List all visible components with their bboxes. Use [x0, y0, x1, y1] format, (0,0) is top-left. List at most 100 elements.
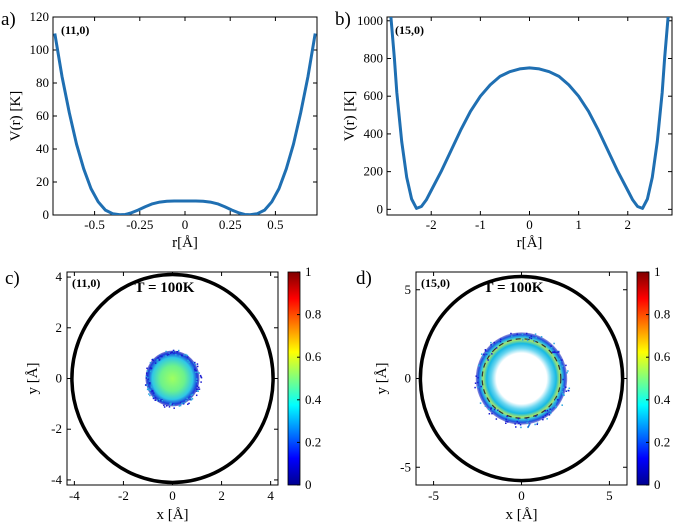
- density-speckle: [554, 403, 556, 406]
- density-speckle: [567, 389, 570, 392]
- y-tick-label: 120: [30, 9, 50, 24]
- density-speckle: [172, 349, 175, 352]
- density-speckle: [151, 389, 154, 392]
- colorbar-tick-label: 0: [305, 477, 312, 492]
- density-speckle: [190, 394, 193, 397]
- density-speckle: [168, 406, 171, 408]
- density-speckle: [530, 337, 533, 340]
- density-speckle: [185, 400, 187, 402]
- density-speckle: [171, 351, 174, 353]
- density-speckle: [544, 414, 547, 417]
- density-speckle: [181, 402, 184, 405]
- density-speckle: [534, 333, 537, 335]
- density-speckle: [195, 378, 198, 380]
- y-tick-label: 400: [364, 126, 384, 141]
- panel-2: -4 -2 0 2 4 4 2 0 -2 -4 (11,0) T = 100K c) x [Å] y [Å]…: [5, 264, 322, 523]
- y-tick-label: 2: [56, 320, 63, 335]
- density-speckle: [158, 399, 161, 401]
- density-speckle: [562, 386, 565, 389]
- density-speckle: [180, 401, 182, 404]
- density-speckle: [540, 336, 543, 338]
- density-speckle: [152, 397, 155, 400]
- density-speckle: [546, 409, 549, 412]
- density-speckle: [146, 384, 149, 386]
- density-speckle: [479, 402, 482, 404]
- density-speckle: [148, 393, 150, 395]
- density-speckle: [510, 332, 512, 335]
- tube-wall-circle: [70, 272, 275, 485]
- density-speckle: [511, 335, 513, 337]
- density-speckle: [490, 407, 492, 409]
- density-speckle: [149, 361, 152, 364]
- colorbar: [636, 271, 650, 486]
- colorbar-tick-label: 1: [654, 264, 661, 279]
- density-speckle: [197, 388, 199, 390]
- density-speckle: [154, 362, 157, 364]
- panel-label: a): [1, 9, 16, 30]
- density-speckle: [152, 390, 154, 393]
- density-speckle: [146, 377, 149, 379]
- density-speckle: [154, 399, 157, 401]
- colorbar-tick-label: 1: [305, 264, 312, 279]
- density-speckle: [198, 372, 201, 374]
- density-speckle: [557, 360, 559, 362]
- density-speckle: [198, 386, 200, 389]
- density-speckle: [148, 388, 150, 391]
- density-speckle: [196, 371, 199, 373]
- density-speckle: [475, 375, 477, 377]
- density-speckle: [554, 405, 557, 408]
- density-speckle: [186, 356, 189, 358]
- density-speckle: [549, 408, 551, 410]
- y-tick-label: 0: [43, 207, 50, 222]
- density-speckle: [165, 405, 168, 407]
- density-speckle: [181, 402, 183, 405]
- density-speckle: [200, 381, 202, 383]
- colorbar-tick-label: 0.4: [305, 392, 322, 407]
- density-speckle: [200, 376, 203, 379]
- density-speckle: [195, 390, 198, 392]
- colorbar-tick-label: 0.8: [305, 307, 321, 322]
- density-speckle: [552, 351, 554, 353]
- density-speckle: [177, 349, 180, 352]
- density-speckle: [149, 381, 151, 384]
- density-speckle: [525, 332, 528, 335]
- colorbar: [287, 271, 301, 486]
- density-speckle: [150, 390, 152, 392]
- density-speckle: [178, 405, 181, 407]
- density-speckle: [484, 349, 487, 351]
- density-speckle: [146, 367, 148, 370]
- density-speckle: [527, 419, 529, 422]
- density-speckle: [188, 402, 190, 405]
- x-tick-label: 0: [518, 488, 525, 503]
- density-speckle: [499, 338, 502, 341]
- density-speckle: [559, 360, 562, 363]
- density-speckle: [196, 365, 199, 368]
- density-speckle: [194, 369, 197, 372]
- density-speckle: [191, 398, 194, 400]
- temperature-label: T = 100K: [135, 280, 195, 296]
- panel-label: d): [356, 268, 372, 289]
- density-speckle: [566, 371, 568, 374]
- y-tick-label: 0: [377, 201, 384, 216]
- density-speckle: [145, 375, 148, 378]
- density-speckle: [525, 418, 527, 421]
- y-tick-label: -2: [51, 421, 62, 436]
- density-speckle: [163, 404, 165, 407]
- x-tick-label: -4: [69, 488, 80, 503]
- density-speckle: [197, 390, 200, 392]
- density-speckle: [149, 389, 151, 392]
- density-speckle: [516, 333, 518, 335]
- density-speckle: [196, 363, 199, 365]
- density-speckle: [481, 355, 484, 358]
- density-speckle: [505, 422, 507, 425]
- x-tick-label: 4: [267, 488, 274, 503]
- density-speckle: [163, 406, 166, 408]
- density-speckle: [528, 423, 531, 426]
- panel-label: c): [5, 268, 20, 289]
- density-speckle: [158, 358, 161, 361]
- density-speckle: [480, 385, 482, 388]
- density-speckle: [166, 354, 169, 356]
- density-speckle: [172, 350, 175, 353]
- density-speckle: [474, 386, 476, 389]
- density-speckle: [165, 355, 167, 357]
